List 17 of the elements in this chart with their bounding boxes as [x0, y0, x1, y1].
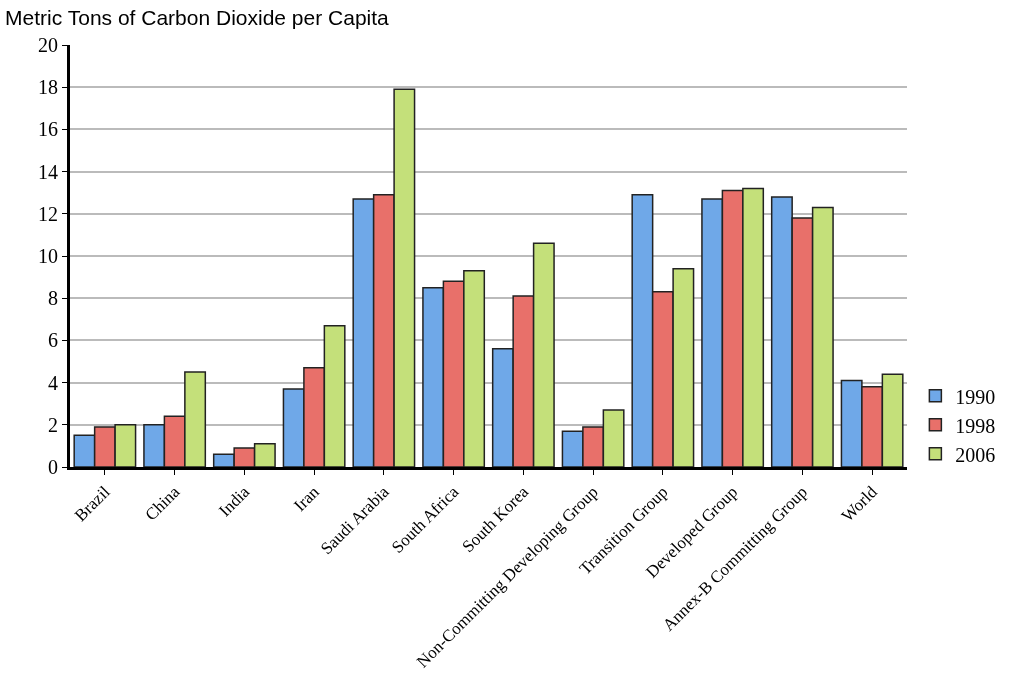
x-tick-label: Iran — [290, 481, 324, 516]
legend-label: 1998 — [955, 414, 996, 437]
legend-label: 2006 — [955, 443, 996, 466]
y-tick-label: 20 — [38, 34, 58, 56]
y-tick-label: 18 — [38, 76, 58, 99]
x-tick-label: India — [215, 481, 254, 521]
y-tick-label: 14 — [38, 160, 58, 183]
legend-label: 1990 — [955, 385, 996, 408]
chart-title: Metric Tons of Carbon Dioxide per Capita — [5, 5, 390, 29]
y-tick-label: 8 — [48, 287, 58, 310]
y-tick-label: 0 — [48, 456, 58, 478]
y-tick-label: 10 — [38, 245, 58, 267]
y-tick-label: 4 — [48, 371, 58, 394]
y-tick-label: 6 — [48, 329, 58, 352]
y-tick-label: 16 — [38, 118, 58, 141]
y-tick-label: 2 — [48, 413, 58, 436]
y-tick-label: 12 — [38, 202, 58, 225]
